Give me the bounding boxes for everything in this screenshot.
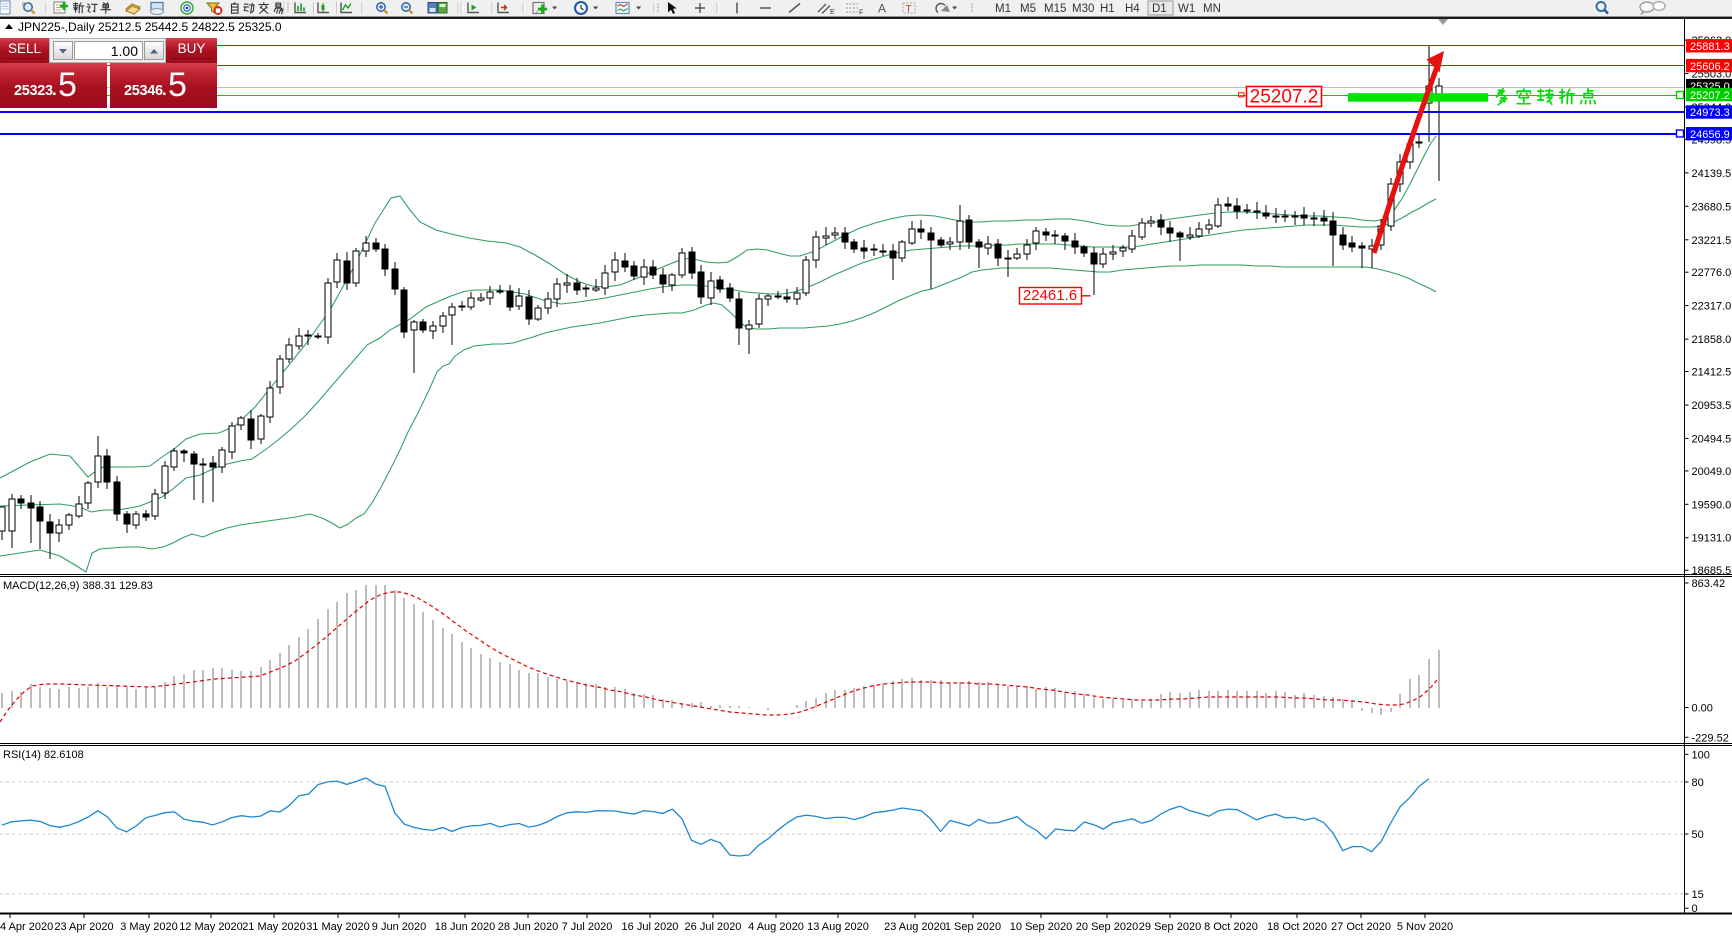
svg-text:5 Nov 2020: 5 Nov 2020: [1397, 921, 1453, 933]
svg-text:18 Jun 2020: 18 Jun 2020: [435, 921, 496, 933]
svg-text:23 Aug 2020: 23 Aug 2020: [884, 921, 946, 933]
svg-text:7 Jul 2020: 7 Jul 2020: [562, 921, 613, 933]
svg-text:21858.0: 21858.0: [1692, 334, 1732, 346]
svg-text:M5: M5: [1020, 3, 1036, 15]
svg-text:MN: MN: [1203, 3, 1221, 15]
svg-text:M30: M30: [1072, 3, 1094, 15]
svg-text:M1: M1: [995, 3, 1011, 15]
svg-text:RSI(14) 82.6108: RSI(14) 82.6108: [3, 749, 84, 761]
svg-text:23221.5: 23221.5: [1692, 235, 1732, 247]
svg-text:22317.0: 22317.0: [1692, 301, 1732, 313]
svg-text:24139.5: 24139.5: [1692, 168, 1732, 180]
svg-text:20 Sep 2020: 20 Sep 2020: [1076, 921, 1138, 933]
svg-text:80: 80: [1692, 777, 1704, 789]
svg-text:0.00: 0.00: [1692, 703, 1713, 715]
svg-text:25207.2: 25207.2: [1690, 90, 1730, 102]
svg-text:27 Oct 2020: 27 Oct 2020: [1331, 921, 1391, 933]
svg-text:28 Jun 2020: 28 Jun 2020: [498, 921, 559, 933]
svg-text:F: F: [859, 10, 863, 17]
svg-text:25881.3: 25881.3: [1690, 41, 1730, 53]
svg-text:1 Sep 2020: 1 Sep 2020: [945, 921, 1001, 933]
svg-text:18685.5: 18685.5: [1692, 565, 1732, 577]
svg-text:29 Sep 2020: 29 Sep 2020: [1139, 921, 1201, 933]
svg-text:4 Apr 2020: 4 Apr 2020: [0, 921, 53, 933]
svg-text:13 Aug 2020: 13 Aug 2020: [807, 921, 869, 933]
svg-text:D1: D1: [1152, 3, 1167, 15]
svg-text:3 May 2020: 3 May 2020: [120, 921, 177, 933]
svg-text:100: 100: [1692, 749, 1710, 761]
svg-text:H1: H1: [1100, 3, 1115, 15]
svg-text:20953.5: 20953.5: [1692, 400, 1732, 412]
svg-text:22776.0: 22776.0: [1692, 267, 1732, 279]
svg-text:JPN225-,Daily 25212.5 25442.5: JPN225-,Daily 25212.5 25442.5 24822.5 25…: [18, 20, 282, 34]
svg-text:18 Oct 2020: 18 Oct 2020: [1267, 921, 1327, 933]
svg-text:26 Jul 2020: 26 Jul 2020: [685, 921, 742, 933]
svg-text:21412.5: 21412.5: [1692, 367, 1732, 379]
svg-text:A: A: [878, 2, 886, 16]
svg-text:MACD(12,26,9) 388.31 129.83: MACD(12,26,9) 388.31 129.83: [3, 580, 153, 592]
svg-text:12 May 2020: 12 May 2020: [179, 921, 243, 933]
svg-text:20049.0: 20049.0: [1692, 466, 1732, 478]
svg-text:23 Apr 2020: 23 Apr 2020: [54, 921, 113, 933]
svg-text:23680.5: 23680.5: [1692, 201, 1732, 213]
svg-text:0: 0: [1692, 903, 1698, 915]
svg-text:24973.3: 24973.3: [1690, 107, 1730, 119]
svg-text:4 Aug 2020: 4 Aug 2020: [748, 921, 804, 933]
svg-text:22461.6: 22461.6: [1023, 287, 1077, 304]
svg-text:863.42: 863.42: [1692, 578, 1726, 590]
svg-text:W1: W1: [1178, 3, 1195, 15]
svg-text:H4: H4: [1125, 3, 1140, 15]
svg-text:-229.52: -229.52: [1692, 732, 1729, 744]
svg-text:21 May 2020: 21 May 2020: [242, 921, 306, 933]
svg-text:9 Jun 2020: 9 Jun 2020: [372, 921, 426, 933]
svg-text:25606.2: 25606.2: [1690, 61, 1730, 73]
svg-text:25207.2: 25207.2: [1250, 87, 1319, 108]
svg-text:E: E: [830, 9, 835, 16]
svg-text:20494.5: 20494.5: [1692, 433, 1732, 445]
svg-text:16 Jul 2020: 16 Jul 2020: [622, 921, 679, 933]
svg-text:31 May 2020: 31 May 2020: [306, 921, 370, 933]
svg-text:19590.0: 19590.0: [1692, 499, 1732, 511]
svg-text:19131.0: 19131.0: [1692, 533, 1732, 545]
svg-text:T: T: [906, 4, 912, 15]
svg-text:15: 15: [1692, 889, 1704, 901]
svg-text:10 Sep 2020: 10 Sep 2020: [1010, 921, 1072, 933]
svg-text:8 Oct 2020: 8 Oct 2020: [1204, 921, 1258, 933]
svg-text:50: 50: [1692, 829, 1704, 841]
svg-text:M15: M15: [1044, 3, 1066, 15]
svg-text:24656.9: 24656.9: [1690, 129, 1730, 141]
